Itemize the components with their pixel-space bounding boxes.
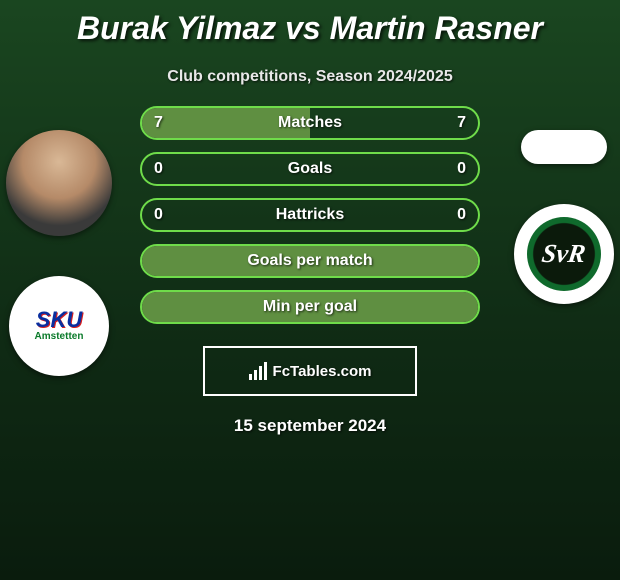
bar-icon-segment [249,374,252,380]
stat-label: Goals [288,160,332,178]
stat-row: 0 0 Hattricks [140,198,480,232]
bar-icon-segment [264,362,267,380]
branding-box[interactable]: FcTables.com [203,346,417,396]
branding-text: FcTables.com [273,363,372,380]
club1-line2: Amstetten [35,331,84,342]
player1-avatar [6,130,112,236]
stat-right-value: 7 [457,114,466,132]
player1-club-logo: SKU Amstetten [9,276,109,376]
club1-line1: SKU [36,310,82,330]
player2-club-logo: SvR [514,204,614,304]
right-avatars: SvR [514,130,614,304]
stat-row: 7 7 Matches [140,106,480,140]
player2-avatar [521,130,607,164]
stat-row: Min per goal [140,290,480,324]
bar-icon-segment [254,370,257,380]
comparison-title: Burak Yilmaz vs Martin Rasner [0,10,620,47]
stat-left-value: 7 [154,114,163,132]
stat-row: 0 0 Goals [140,152,480,186]
stat-left-value: 0 [154,160,163,178]
stat-right-value: 0 [457,160,466,178]
stats-list: 7 7 Matches 0 0 Goals 0 0 Hattricks Goals per mat… [140,106,480,324]
bar-chart-icon [249,362,267,380]
stat-right-value: 0 [457,206,466,224]
stat-row: Goals per match [140,244,480,278]
club2-mark: SvR [527,217,601,291]
snapshot-date: 15 september 2024 [0,416,620,436]
stat-label: Matches [278,114,342,132]
stat-label: Goals per match [247,252,372,270]
stat-left-value: 0 [154,206,163,224]
left-avatars: SKU Amstetten [6,130,112,376]
comparison-subtitle: Club competitions, Season 2024/2025 [0,68,620,86]
stat-label: Hattricks [276,206,344,224]
bar-icon-segment [259,366,262,380]
stat-label: Min per goal [263,298,357,316]
